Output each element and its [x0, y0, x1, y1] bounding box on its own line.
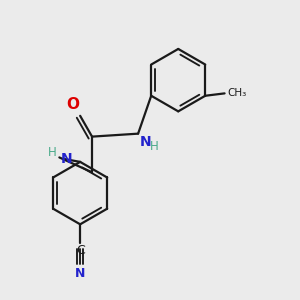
Text: H: H [48, 146, 56, 160]
Text: N: N [61, 152, 73, 166]
Text: CH₃: CH₃ [227, 88, 246, 98]
Text: N: N [140, 135, 151, 149]
Text: O: O [66, 97, 79, 112]
Text: C: C [76, 244, 85, 257]
Text: N: N [75, 266, 85, 280]
Text: H: H [149, 140, 158, 153]
